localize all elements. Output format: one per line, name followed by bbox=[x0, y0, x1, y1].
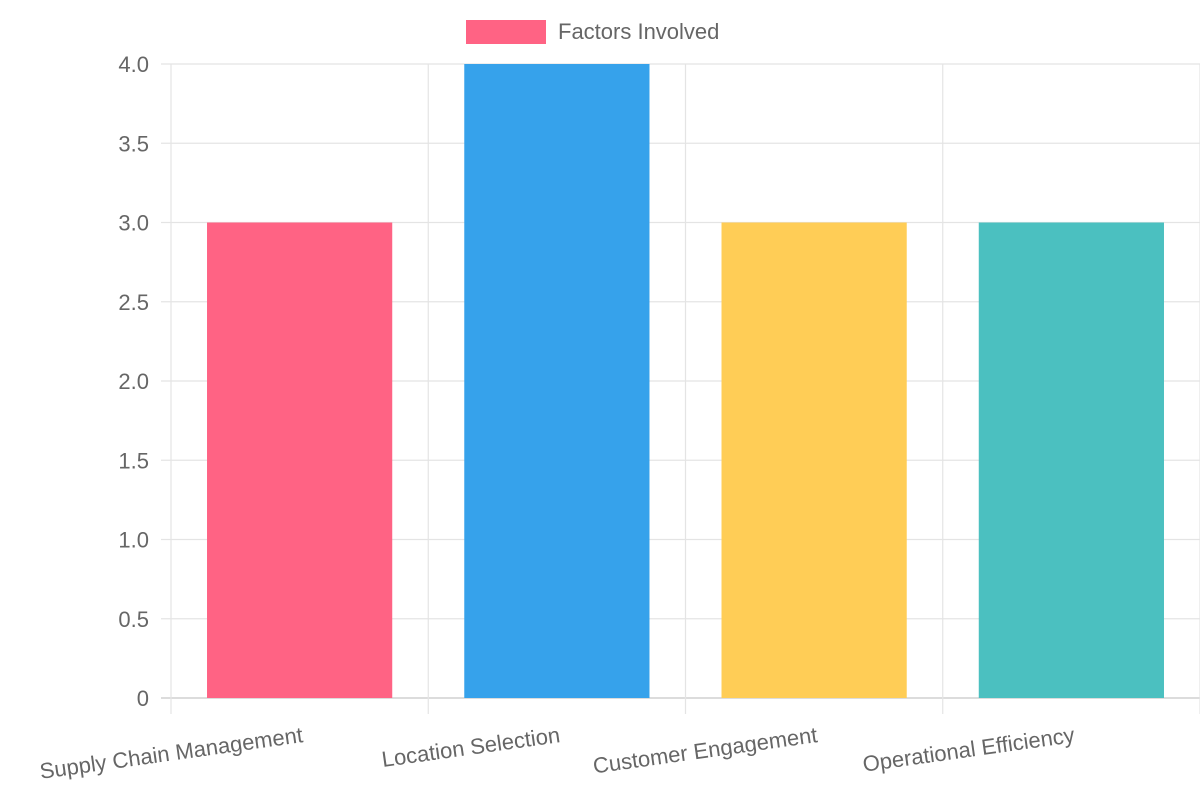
y-tick-label: 1.5 bbox=[118, 448, 149, 473]
x-tick-label: Customer Engagement bbox=[591, 722, 819, 778]
y-tick-label: 2.0 bbox=[118, 369, 149, 394]
y-tick-label: 4.0 bbox=[118, 52, 149, 77]
bars bbox=[207, 64, 1164, 698]
y-tick-label: 0.5 bbox=[118, 607, 149, 632]
x-tick-label: Location Selection bbox=[380, 722, 562, 772]
y-tick-label: 3.5 bbox=[118, 131, 149, 156]
bar[interactable] bbox=[207, 222, 393, 699]
x-tick-label: Operational Efficiency bbox=[861, 722, 1076, 776]
bar[interactable] bbox=[721, 222, 907, 699]
y-tick-label: 3.0 bbox=[118, 211, 149, 236]
bar[interactable] bbox=[464, 64, 650, 698]
y-tick-label: 0 bbox=[137, 686, 149, 711]
legend-label[interactable]: Factors Involved bbox=[558, 19, 719, 44]
x-tick-label: Supply Chain Management bbox=[38, 722, 304, 784]
legend[interactable]: Factors Involved bbox=[466, 19, 719, 44]
y-tick-label: 2.5 bbox=[118, 290, 149, 315]
y-tick-label: 1.0 bbox=[118, 528, 149, 553]
bar[interactable] bbox=[978, 222, 1164, 699]
legend-swatch[interactable] bbox=[466, 20, 546, 44]
